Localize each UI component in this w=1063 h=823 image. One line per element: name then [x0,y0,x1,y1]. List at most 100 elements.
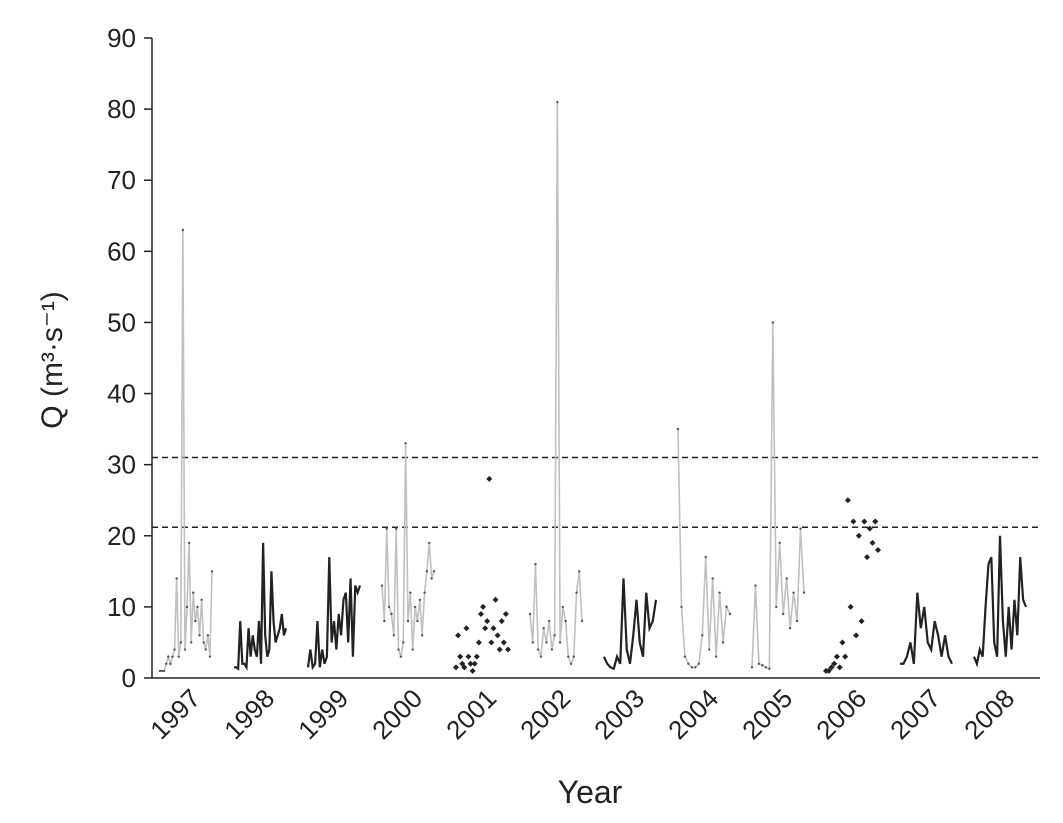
flow-point [785,577,788,580]
flow-line [306,557,362,671]
flow-line [381,443,435,657]
flow-point [831,660,838,667]
flow-point [564,619,567,623]
flow-point [690,666,694,669]
flow-point [383,619,386,623]
flow-point [200,598,203,601]
flow-point [165,662,168,665]
flow-point [542,627,545,630]
flow-point [558,641,562,644]
flow-point [480,603,487,610]
flow-point [792,591,795,594]
flow-point [872,518,879,525]
flow-point [575,591,578,594]
flow-point [534,563,537,566]
flow-point [420,634,424,637]
flow-point [409,591,412,594]
flow-point [158,669,162,673]
flow-point [754,584,757,587]
flow-point [788,627,792,630]
flow-point [718,591,721,594]
flow-point [858,618,865,625]
y-tick-label: 60 [107,236,136,266]
flow-point [578,570,581,573]
flow-point [528,612,532,616]
flow-line [972,535,1028,668]
flow-point [833,653,840,660]
flow-point [208,655,212,658]
x-tick-label: 1998 [218,683,280,745]
flow-point [864,554,871,561]
flow-point [580,619,584,623]
flow-point [500,639,507,646]
flow-point [461,664,468,671]
flow-point [162,669,166,673]
flow-point [531,641,534,644]
flow-point [416,619,419,623]
flow-point [550,648,554,651]
flow-point [545,641,548,644]
flow-point [676,427,680,431]
flow-point [192,591,195,594]
flow-point [477,611,484,617]
flow-point [778,541,781,545]
flow-point [680,605,683,609]
flow-line [529,101,583,667]
flow-point [855,532,862,539]
flow-point [206,634,210,637]
flow-line [900,592,953,665]
flow-point [484,618,491,625]
flow-line [160,229,213,672]
x-tick-label: 2006 [810,683,872,745]
flow-point [704,555,707,559]
flow-point [183,648,187,651]
flow-point [428,541,431,545]
flow-point [694,666,697,669]
x-tick-label: 2005 [736,683,798,745]
flow-point [572,655,575,658]
y-tick-label: 90 [107,23,136,53]
flow-point [505,646,511,653]
flow-point [413,605,417,609]
x-tick-label: 2002 [514,683,576,745]
flow-line [602,578,658,671]
flow-point [488,639,495,646]
flow-point [490,625,497,632]
flow-point [187,541,191,545]
flow-point [537,648,540,651]
flow-point [402,641,405,644]
flow-point [432,570,436,573]
flow-point [430,577,433,580]
flow-point [775,605,778,609]
flow-point [457,653,464,660]
flow-point [469,667,476,674]
x-tick-label: 2001 [440,683,502,745]
flow-point [828,664,835,671]
flow-point [190,641,193,644]
flow-point [482,625,489,632]
flow-point [697,662,700,665]
flow-point [171,655,174,658]
flow-point [553,634,556,637]
flow-point [210,570,214,573]
flow-point [173,648,176,651]
flow-point [425,570,429,573]
flow-point [567,655,570,658]
flow-point [764,666,768,669]
y-tick-label: 0 [122,663,136,693]
flow-point [496,646,503,653]
flow-point [160,669,164,673]
flow-point [825,667,832,674]
flow-point [467,660,474,667]
flow-point [475,639,482,646]
flow-line [677,429,731,669]
flow-point [556,100,559,104]
flow-point [561,605,565,609]
flow-point [875,547,881,553]
flow-point [198,634,201,637]
x-tick-label: 2003 [588,683,650,745]
flow-point [850,518,857,525]
flow-point [853,632,860,639]
flow-point [179,641,182,644]
